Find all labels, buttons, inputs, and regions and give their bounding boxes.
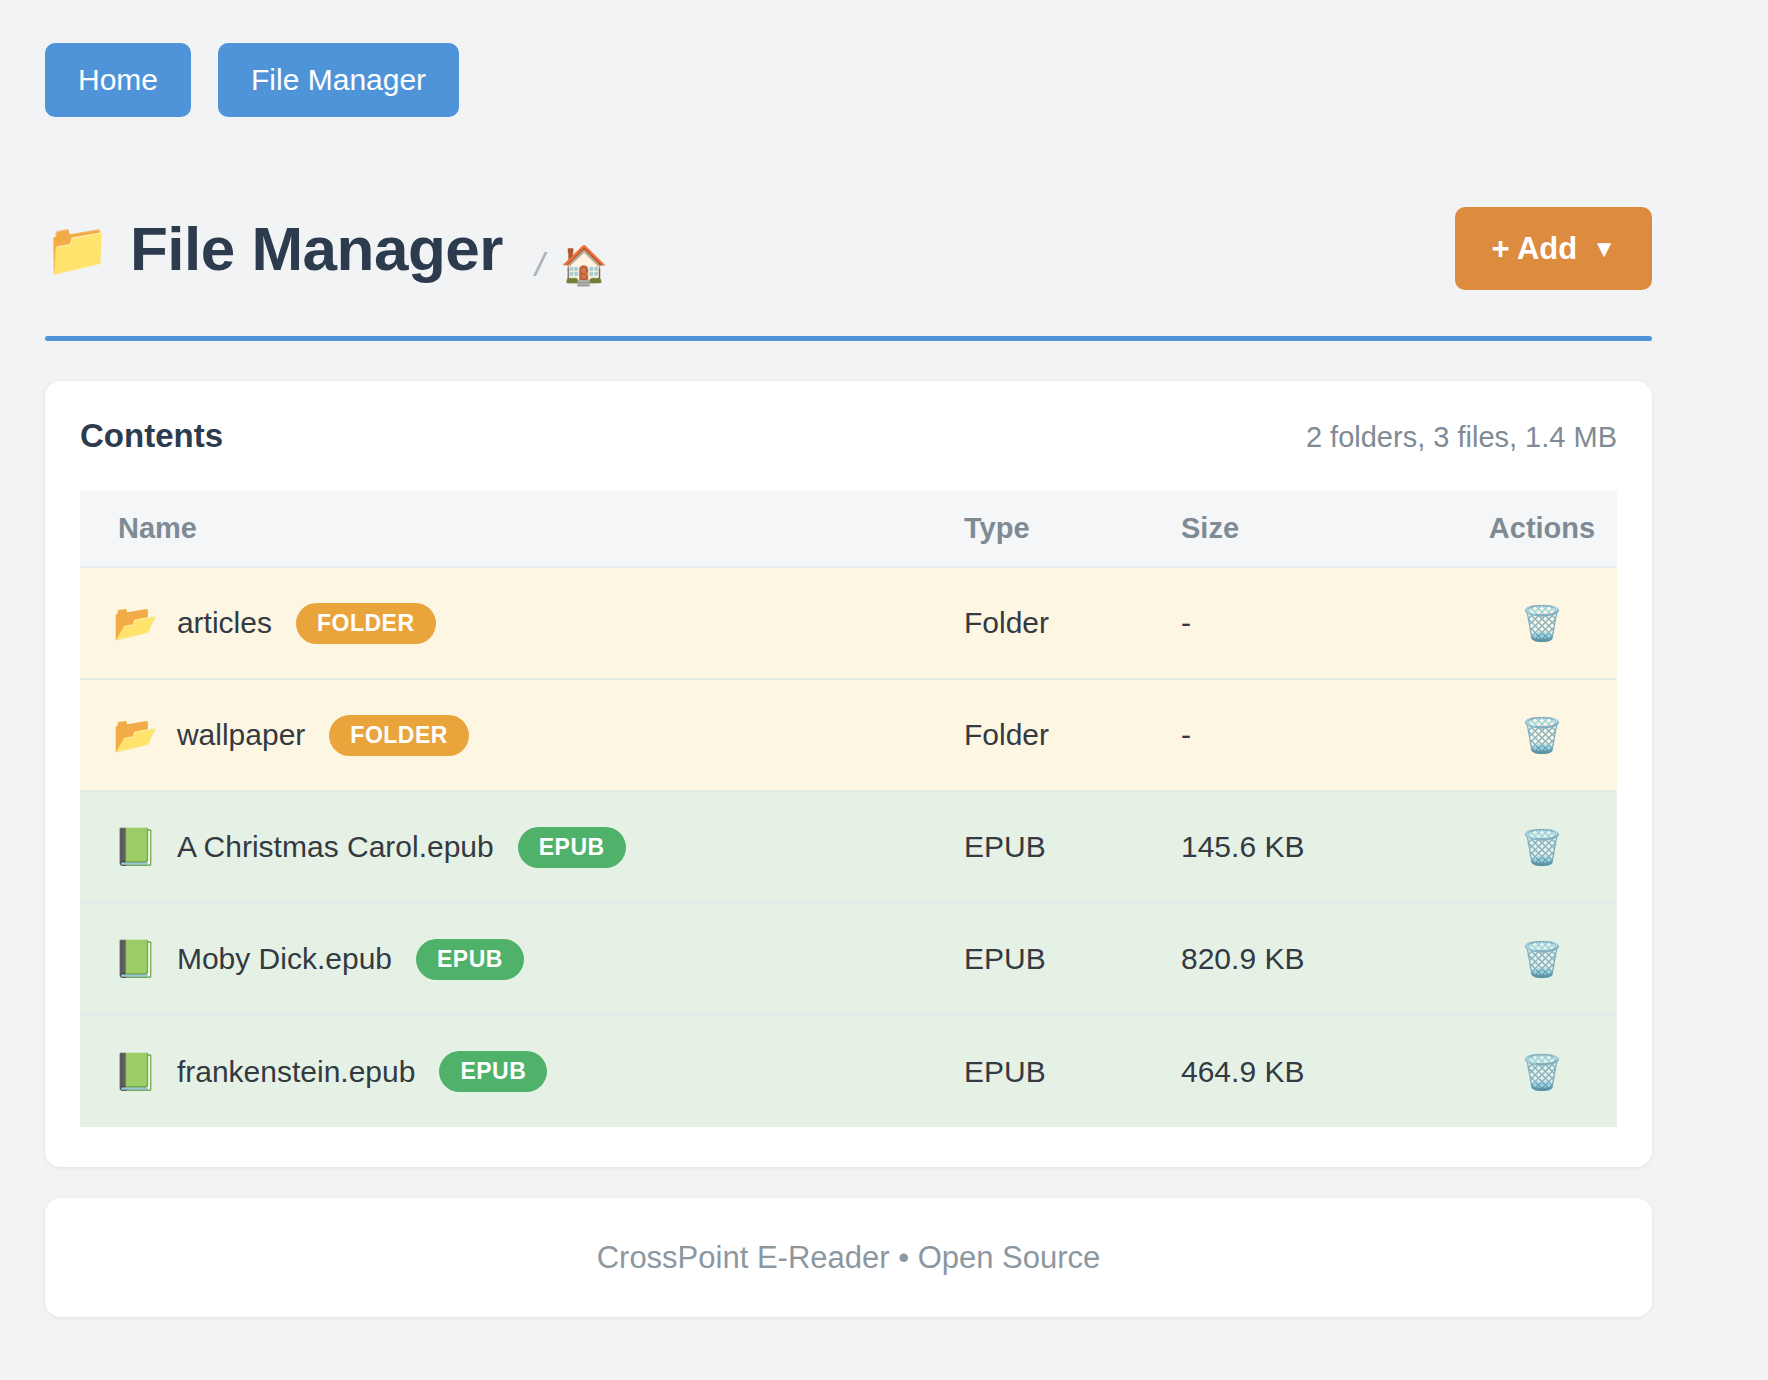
table-body: 📂 articles FOLDER Folder - 🗑️ 📂 wallpape… <box>80 567 1617 1127</box>
breadcrumb-separator: / <box>535 245 544 284</box>
table-row: 📗 frankenstein.epub EPUB EPUB 464.9 KB 🗑… <box>80 1015 1617 1127</box>
page-title: File Manager <box>130 213 503 284</box>
add-button-label: + Add <box>1491 231 1577 267</box>
top-nav: Home File Manager <box>45 43 1652 117</box>
contents-card: Contents 2 folders, 3 files, 1.4 MB Name… <box>45 381 1652 1167</box>
trash-icon: 🗑️ <box>1521 828 1563 866</box>
file-table: Name Type Size Actions 📂 articles FOLDER… <box>80 491 1617 1127</box>
size-cell: 464.9 KB <box>1181 1015 1467 1127</box>
type-cell: EPUB <box>964 1015 1181 1127</box>
table-header: Name Type Size Actions <box>80 491 1617 567</box>
table-row: 📂 wallpaper FOLDER Folder - 🗑️ <box>80 679 1617 791</box>
trash-icon: 🗑️ <box>1521 604 1563 642</box>
column-header-name: Name <box>80 491 964 567</box>
file-name[interactable]: articles <box>177 606 272 640</box>
column-header-actions: Actions <box>1467 491 1617 567</box>
table-row: 📗 Moby Dick.epub EPUB EPUB 820.9 KB 🗑️ <box>80 903 1617 1015</box>
delete-button[interactable]: 🗑️ <box>1517 938 1567 980</box>
column-header-size: Size <box>1181 491 1467 567</box>
trash-icon: 🗑️ <box>1521 940 1563 978</box>
table-row: 📂 articles FOLDER Folder - 🗑️ <box>80 567 1617 679</box>
file-type-icon: 📂 <box>113 605 158 641</box>
chevron-down-icon: ▼ <box>1592 235 1616 263</box>
delete-button[interactable]: 🗑️ <box>1517 602 1567 644</box>
delete-button[interactable]: 🗑️ <box>1517 714 1567 756</box>
file-type-icon: 📗 <box>113 829 158 865</box>
file-name[interactable]: wallpaper <box>177 718 305 752</box>
page-header: 📁 File Manager / 🏠 + Add ▼ <box>45 207 1652 290</box>
size-cell: - <box>1181 679 1467 791</box>
type-badge: FOLDER <box>296 603 436 644</box>
add-button[interactable]: + Add ▼ <box>1455 207 1652 290</box>
type-badge: FOLDER <box>329 715 469 756</box>
footer-text: CrossPoint E-Reader • Open Source <box>597 1240 1101 1276</box>
size-cell: 820.9 KB <box>1181 903 1467 1015</box>
type-badge: EPUB <box>416 939 524 980</box>
type-badge: EPUB <box>439 1051 547 1092</box>
delete-button[interactable]: 🗑️ <box>1517 1051 1567 1093</box>
type-cell: EPUB <box>964 791 1181 903</box>
file-manager-nav-button[interactable]: File Manager <box>218 43 459 117</box>
home-icon[interactable]: 🏠 <box>560 246 607 284</box>
type-cell: Folder <box>964 679 1181 791</box>
file-type-icon: 📗 <box>113 941 158 977</box>
breadcrumb: / 🏠 <box>535 245 608 290</box>
table-row: 📗 A Christmas Carol.epub EPUB EPUB 145.6… <box>80 791 1617 903</box>
page: Home File Manager 📁 File Manager / 🏠 + A… <box>45 0 1652 1317</box>
type-cell: EPUB <box>964 903 1181 1015</box>
file-type-icon: 📗 <box>113 1054 158 1090</box>
folder-icon: 📁 <box>45 223 110 275</box>
column-header-type: Type <box>964 491 1181 567</box>
trash-icon: 🗑️ <box>1521 1053 1563 1091</box>
file-type-icon: 📂 <box>113 717 158 753</box>
contents-card-header: Contents 2 folders, 3 files, 1.4 MB <box>80 417 1617 455</box>
home-nav-button[interactable]: Home <box>45 43 191 117</box>
type-cell: Folder <box>964 567 1181 679</box>
type-badge: EPUB <box>518 827 626 868</box>
size-cell: - <box>1181 567 1467 679</box>
trash-icon: 🗑️ <box>1521 716 1563 754</box>
header-divider <box>45 336 1652 341</box>
contents-heading: Contents <box>80 417 223 455</box>
file-name[interactable]: A Christmas Carol.epub <box>177 830 494 864</box>
contents-summary: 2 folders, 3 files, 1.4 MB <box>1306 421 1617 454</box>
file-name[interactable]: frankenstein.epub <box>177 1055 416 1089</box>
footer-card: CrossPoint E-Reader • Open Source <box>45 1198 1652 1317</box>
size-cell: 145.6 KB <box>1181 791 1467 903</box>
delete-button[interactable]: 🗑️ <box>1517 826 1567 868</box>
file-name[interactable]: Moby Dick.epub <box>177 942 392 976</box>
